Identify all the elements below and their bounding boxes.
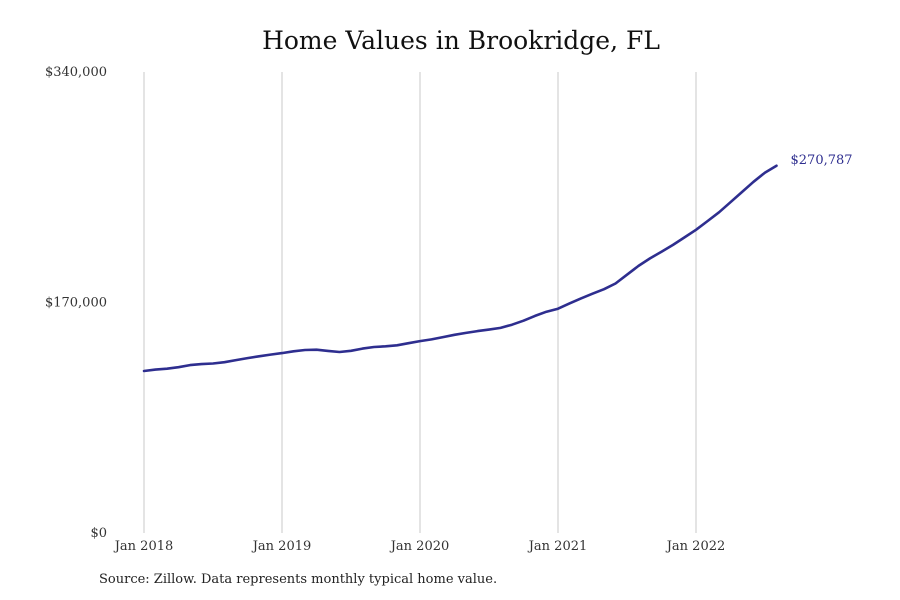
y-tick-label: $0 bbox=[90, 526, 107, 541]
x-tick-label: Jan 2019 bbox=[251, 539, 312, 554]
y-axis-tick-labels: $0 $170,000 $340,000 bbox=[45, 65, 107, 541]
source-note: Source: Zillow. Data represents monthly … bbox=[99, 572, 498, 587]
y-tick-label: $170,000 bbox=[45, 296, 107, 311]
x-tick-label: Jan 2022 bbox=[665, 539, 726, 554]
chart-title: Home Values in Brookridge, FL bbox=[262, 26, 660, 55]
data-labels: $270,787 bbox=[791, 153, 853, 168]
y-tick-label: $340,000 bbox=[45, 65, 107, 80]
x-tick-label: Jan 2021 bbox=[527, 539, 588, 554]
grid-lines bbox=[143, 72, 697, 533]
series-layer bbox=[142, 164, 778, 373]
end-value-label: $270,787 bbox=[791, 153, 853, 168]
x-tick-label: Jan 2020 bbox=[389, 539, 450, 554]
x-tick-label: Jan 2018 bbox=[113, 539, 174, 554]
x-axis-tick-labels: Jan 2018 Jan 2019 Jan 2020 Jan 2021 Jan 2022 bbox=[113, 539, 726, 554]
series-line-0 bbox=[142, 164, 778, 373]
